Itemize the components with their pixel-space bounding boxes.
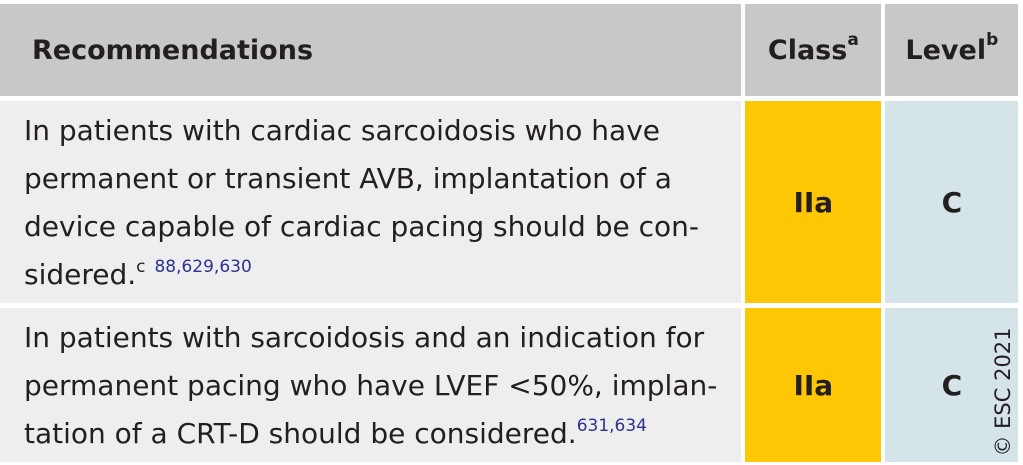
text-line: In patients with cardiac sarcoidosis who… xyxy=(24,114,661,147)
text-line: tation of a CRT-D should be considered. xyxy=(24,417,577,450)
level-cell: C xyxy=(885,303,1019,462)
recommendation-text: In patients with sarcoidosis and an indi… xyxy=(0,303,746,462)
table-row: In patients with cardiac sarcoidosis who… xyxy=(0,96,1019,303)
header-class-footnote: a xyxy=(847,30,859,50)
copyright-notice: © ESC 2021 xyxy=(991,327,1015,457)
recommendations-table: Recommendations Classa Levelb In patient… xyxy=(0,4,1019,462)
header-recommendations-label: Recommendations xyxy=(32,34,314,66)
recommendation-text: In patients with cardiac sarcoidosis who… xyxy=(0,96,746,303)
reference-link[interactable]: 88,629,630 xyxy=(154,257,252,277)
class-cell: IIa xyxy=(745,303,886,462)
reference-link[interactable]: 631,634 xyxy=(576,416,647,436)
text-line: device capable of cardiac pacing should … xyxy=(24,210,699,243)
header-recommendations: Recommendations xyxy=(0,4,746,96)
class-cell: IIa xyxy=(745,96,886,303)
footnote-marker: c xyxy=(136,257,146,277)
table-header-row: Recommendations Classa Levelb xyxy=(0,4,1019,96)
header-level-footnote: b xyxy=(986,30,999,50)
header-class-label: Class xyxy=(767,35,848,66)
header-level: Levelb xyxy=(885,4,1019,96)
text-line: In patients with sarcoidosis and an indi… xyxy=(24,321,705,354)
text-line: permanent pacing who have LVEF <50%, imp… xyxy=(24,369,718,402)
text-line-last: tation of a CRT-D should be considered.6… xyxy=(24,410,717,462)
level-cell: C xyxy=(885,96,1019,303)
table-row: In patients with sarcoidosis and an indi… xyxy=(0,303,1019,462)
text-line-last: sidered.c 88,629,630 xyxy=(24,251,717,303)
text-line: permanent or transient AVB, implantation… xyxy=(24,162,672,195)
header-level-label: Level xyxy=(905,35,987,66)
text-line: sidered. xyxy=(24,258,137,291)
header-class: Classa xyxy=(745,4,886,96)
